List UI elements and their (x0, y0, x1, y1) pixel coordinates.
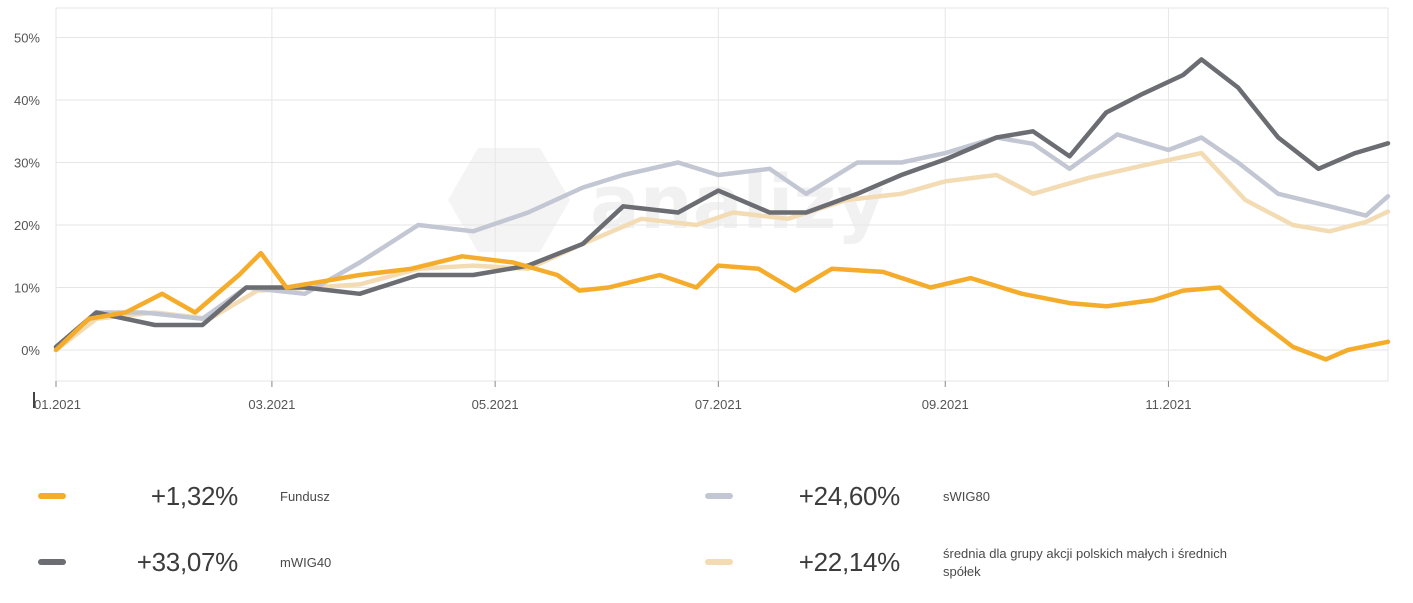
y-tick-label: 50% (14, 31, 40, 46)
legend-label: Fundusz (280, 489, 330, 504)
y-tick-label: 30% (14, 156, 40, 171)
legend-item-mwig40: +33,07% mWIG40 (38, 543, 598, 587)
y-tick-label: 40% (14, 93, 40, 108)
x-tick-label: 07.2021 (695, 397, 742, 412)
y-tick-label: 0% (21, 343, 40, 358)
legend-swatch (705, 559, 733, 565)
legend-value: +33,07% (136, 547, 239, 577)
x-tick-label: 01.2021 (34, 397, 81, 412)
legend-swatch (38, 493, 66, 499)
y-tick-label: 20% (14, 218, 40, 233)
x-tick-label: 05.2021 (472, 397, 519, 412)
legend-swatch (38, 559, 66, 565)
legend-value: +24,60% (798, 481, 901, 511)
legend-label: mWIG40 (280, 555, 332, 570)
legend-label: sWIG80 (943, 489, 990, 504)
legend-value: +22,14% (798, 547, 901, 577)
legend-item-swig80: +24,60% sWIG80 (705, 477, 1325, 521)
y-tick-label: 10% (14, 281, 40, 296)
x-tick-label: 09.2021 (922, 397, 969, 412)
legend-item-srednia: +22,14% średnia dla grupy akcji polskich… (705, 543, 1325, 587)
x-tick-label: 03.2021 (248, 397, 295, 412)
line-chart: analizy 50% 40% 30% 20% 10% 0% 01.2021 03.2021 0… (14, 7, 1391, 413)
axes: 50% 40% 30% 20% 10% 0% 01.2021 03.2021 05.2021 07… (14, 31, 1191, 413)
chart-svg: analizy 50%40%30%20%10%0%01.2021 03.2021 0… (14, 7, 1391, 413)
legend-value: +1,32% (150, 481, 238, 511)
series-lines (53, 57, 1391, 362)
legend-item-fundusz: +1,32% Fundusz (38, 477, 598, 521)
legend-label: średnia dla grupy akcji polskich małych … (943, 546, 1227, 579)
x-tick-label: 11.2021 (1145, 397, 1191, 412)
analizy-logo-icon (448, 148, 570, 252)
series-line (53, 250, 1391, 362)
legend-swatch (705, 493, 733, 499)
legend: +1,32% Fundusz +24,60% sWIG80 +33,07% mW… (0, 465, 1413, 603)
series-line (53, 57, 1391, 350)
series-line (53, 132, 1391, 350)
